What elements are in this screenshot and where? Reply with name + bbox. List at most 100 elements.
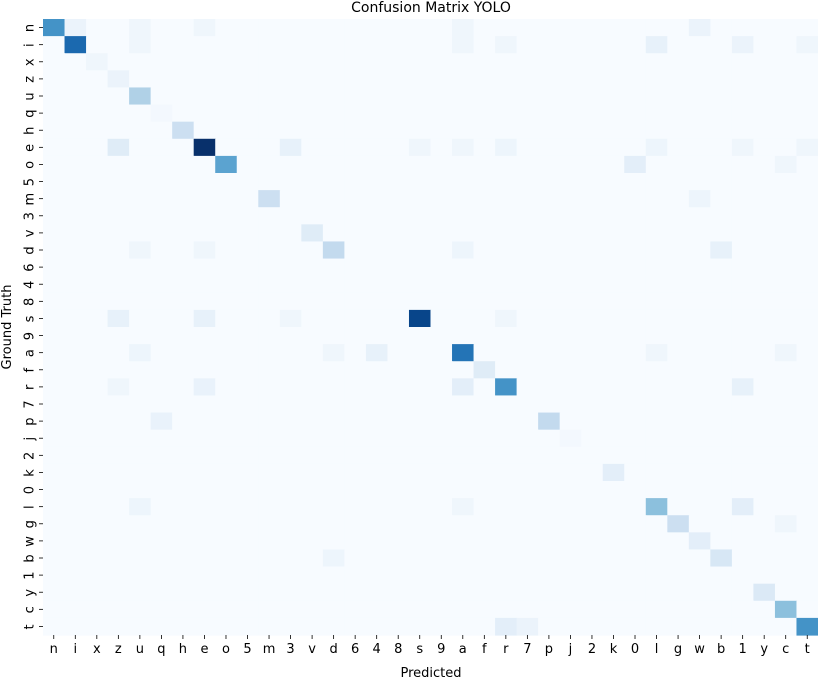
- heatmap-cell-i-q: [150, 36, 173, 54]
- heatmap-cell-q-a: [452, 104, 475, 123]
- heatmap-cell-9-4: [365, 327, 389, 345]
- heatmap-cell-1-f: [473, 566, 496, 585]
- heatmap-cell-1-9: [430, 566, 453, 585]
- heatmap-cell-w-p: [538, 532, 561, 551]
- heatmap-cell-l-m: [258, 498, 281, 516]
- heatmap-cell-w-v: [301, 532, 324, 551]
- heatmap-cell-s-z: [107, 309, 130, 328]
- heatmap-cell-h-o: [215, 121, 238, 140]
- heatmap-cell-o-k: [602, 155, 625, 174]
- heatmap-cell-t-a: [452, 617, 475, 636]
- heatmap-cell-9-p: [538, 327, 561, 345]
- heatmap-cell-d-8: [387, 241, 410, 260]
- heatmap-cell-a-q: [150, 344, 173, 362]
- heatmap-cell-g-y: [753, 515, 776, 533]
- heatmap-cell-4-o: [215, 275, 238, 294]
- heatmap-cell-v-3: [279, 224, 302, 243]
- heatmap-cell-t-0: [624, 617, 647, 636]
- heatmap-cell-o-j: [559, 155, 582, 174]
- heatmap-cell-8-u: [129, 292, 152, 311]
- heatmap-cell-y-f: [473, 583, 496, 602]
- heatmap-cell-8-0: [624, 292, 647, 311]
- heatmap-cell-m-k: [602, 190, 625, 208]
- heatmap-cell-w-t: [796, 532, 818, 551]
- heatmap-cell-g-g: [667, 515, 690, 533]
- heatmap-cell-v-2: [581, 224, 604, 243]
- heatmap-cell-y-0: [624, 583, 647, 602]
- heatmap-cell-k-2: [581, 463, 604, 482]
- heatmap-cell-4-e: [193, 275, 216, 294]
- heatmap-cell-x-m: [258, 53, 281, 71]
- heatmap-cell-h-9: [430, 121, 453, 140]
- heatmap-cell-l-9: [430, 498, 453, 516]
- heatmap-cell-x-9: [430, 53, 453, 71]
- heatmap-cell-f-o: [215, 361, 238, 379]
- heatmap-cell-p-d: [322, 412, 345, 431]
- heatmap-cell-i-p: [538, 36, 561, 54]
- heatmap-cell-h-i: [64, 121, 87, 140]
- heatmap-cell-l-6: [344, 498, 367, 516]
- x-tick-label: 8: [394, 642, 402, 657]
- heatmap-cell-u-l: [645, 87, 668, 106]
- heatmap-cell-c-8: [387, 600, 410, 619]
- x-tick-label: y: [760, 642, 768, 657]
- heatmap-cell-l-3: [279, 498, 302, 516]
- heatmap-cell-w-u: [129, 532, 152, 551]
- heatmap-cell-d-5: [236, 241, 259, 260]
- heatmap-cell-x-0: [624, 53, 647, 71]
- heatmap-cell-4-t: [796, 275, 818, 294]
- heatmap-cell-p-7: [516, 412, 539, 431]
- heatmap-cell-z-u: [129, 70, 152, 89]
- heatmap-cell-j-p: [538, 429, 561, 448]
- heatmap-cell-n-k: [602, 19, 625, 37]
- heatmap-cell-h-g: [667, 121, 690, 140]
- heatmap-cell-0-6: [344, 481, 367, 499]
- heatmap-cell-0-n: [43, 481, 66, 499]
- heatmap-cell-k-5: [236, 463, 259, 482]
- heatmap-cell-o-8: [387, 155, 410, 174]
- heatmap-cell-5-w: [688, 173, 711, 191]
- heatmap-cell-e-9: [430, 138, 453, 157]
- heatmap-cell-3-e: [193, 207, 216, 225]
- heatmap-cell-z-v: [301, 70, 324, 89]
- heatmap-cell-i-s: [408, 36, 432, 54]
- heatmap-cell-0-4: [365, 481, 389, 499]
- heatmap-cell-z-e: [193, 70, 216, 89]
- heatmap-cell-s-a: [452, 309, 475, 328]
- heatmap-cell-g-e: [193, 515, 216, 533]
- heatmap-cell-b-e: [193, 549, 216, 568]
- heatmap-cell-1-1: [731, 566, 755, 585]
- heatmap-cell-a-8: [387, 344, 410, 362]
- heatmap-cell-1-s: [408, 566, 432, 585]
- heatmap-cell-8-l: [645, 292, 668, 311]
- heatmap-cell-a-p: [538, 344, 561, 362]
- heatmap-cell-a-0: [624, 344, 647, 362]
- heatmap-cell-r-x: [86, 378, 109, 397]
- heatmap-cell-8-g: [667, 292, 690, 311]
- heatmap-cell-9-h: [172, 327, 195, 345]
- heatmap-cell-0-9: [430, 481, 453, 499]
- heatmap-cell-s-h: [172, 309, 195, 328]
- heatmap-cell-i-g: [667, 36, 690, 54]
- heatmap-cell-5-0: [624, 173, 647, 191]
- heatmap-cell-o-2: [581, 155, 604, 174]
- heatmap-cell-g-2: [581, 515, 604, 533]
- heatmap-cell-a-a: [452, 344, 475, 362]
- heatmap-cell-h-y: [753, 121, 776, 140]
- heatmap-cell-i-x: [86, 36, 109, 54]
- heatmap-cell-t-c: [774, 617, 798, 636]
- heatmap-cell-h-x: [86, 121, 109, 140]
- heatmap-cell-2-z: [107, 446, 130, 465]
- heatmap-cell-x-6: [344, 53, 367, 71]
- heatmap-cell-1-u: [129, 566, 152, 585]
- heatmap-cell-g-s: [408, 515, 432, 533]
- heatmap-cell-2-r: [495, 446, 518, 465]
- heatmap-cell-r-g: [667, 378, 690, 397]
- heatmap-cell-t-w: [688, 617, 711, 636]
- heatmap-cell-j-z: [107, 429, 130, 448]
- heatmap-cell-o-t: [796, 155, 818, 174]
- heatmap-cell-x-1: [731, 53, 755, 71]
- heatmap-cell-n-m: [258, 19, 281, 37]
- heatmap-cell-n-p: [538, 19, 561, 37]
- heatmap-cell-y-9: [430, 583, 453, 602]
